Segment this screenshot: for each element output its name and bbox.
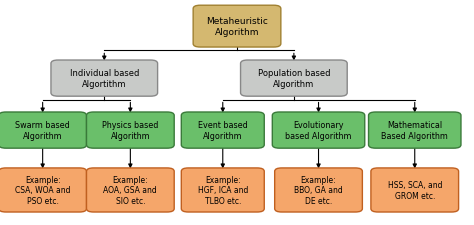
FancyBboxPatch shape — [274, 168, 362, 212]
FancyBboxPatch shape — [193, 6, 281, 48]
FancyBboxPatch shape — [86, 168, 174, 212]
FancyBboxPatch shape — [51, 61, 157, 97]
FancyBboxPatch shape — [240, 61, 347, 97]
Text: Event based
Algorithm: Event based Algorithm — [198, 121, 247, 140]
Text: Example:
CSA, WOA and
PSO etc.: Example: CSA, WOA and PSO etc. — [15, 175, 71, 205]
Text: Swarm based
Algorithm: Swarm based Algorithm — [15, 121, 70, 140]
FancyBboxPatch shape — [0, 112, 86, 148]
FancyBboxPatch shape — [181, 168, 264, 212]
Text: HSS, SCA, and
GROM etc.: HSS, SCA, and GROM etc. — [388, 180, 442, 200]
Text: Example:
AOA, GSA and
SIO etc.: Example: AOA, GSA and SIO etc. — [103, 175, 157, 205]
Text: Mathematical
Based Algorithm: Mathematical Based Algorithm — [381, 121, 448, 140]
FancyBboxPatch shape — [86, 112, 174, 148]
Text: Population based
Algorithm: Population based Algorithm — [258, 69, 330, 88]
Text: Example:
HGF, ICA and
TLBO etc.: Example: HGF, ICA and TLBO etc. — [198, 175, 248, 205]
Text: Individual based
Algortithm: Individual based Algortithm — [70, 69, 139, 88]
Text: Physics based
Algorithm: Physics based Algorithm — [102, 121, 158, 140]
Text: Example:
BBO, GA and
DE etc.: Example: BBO, GA and DE etc. — [294, 175, 343, 205]
FancyBboxPatch shape — [0, 168, 86, 212]
FancyBboxPatch shape — [181, 112, 264, 148]
FancyBboxPatch shape — [272, 112, 365, 148]
Text: Evolutionary
based Algorithm: Evolutionary based Algorithm — [285, 121, 352, 140]
FancyBboxPatch shape — [368, 112, 461, 148]
Text: Metaheuristic
Algorithm: Metaheuristic Algorithm — [206, 17, 268, 37]
FancyBboxPatch shape — [371, 168, 459, 212]
